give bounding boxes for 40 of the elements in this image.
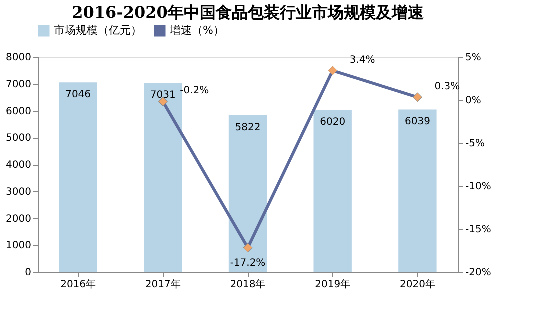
y-tick-label: 4000 — [6, 160, 32, 171]
y2-tick-label: -10% — [466, 182, 492, 192]
x-tick-label: 2020年 — [400, 278, 436, 290]
data-label: 5822 — [235, 122, 261, 134]
y-tick-label: 0 — [25, 268, 32, 278]
x-tick-label: 2019年 — [315, 278, 351, 290]
y-tick-label: 3000 — [6, 186, 32, 198]
y-tick-label: 7000 — [6, 79, 32, 90]
y2-tick-label: 5% — [466, 52, 482, 64]
x-tick-label: 2017年 — [145, 278, 181, 290]
y-tick-label: 6000 — [6, 106, 32, 118]
bar — [314, 110, 352, 272]
y-tick-label: 8000 — [6, 52, 32, 64]
legend-label: 增速（%） — [169, 24, 224, 37]
data-label: 7046 — [66, 90, 92, 101]
bar — [228, 116, 268, 272]
bar — [144, 83, 182, 272]
x-tick-label: 2018年 — [230, 278, 266, 290]
point — [243, 243, 253, 253]
data-label: 0.3% — [434, 81, 460, 92]
data-label: 6039 — [404, 116, 430, 128]
chart-title: 2016-2020年中国食品包装行业市场规模及增速 — [72, 3, 425, 22]
bar — [398, 110, 437, 272]
y2-tick-label: -20% — [466, 268, 492, 278]
y2-tick-label: -5% — [466, 138, 485, 150]
y2-tick-label: 0% — [466, 96, 482, 106]
y-tick-label: 1000 — [6, 240, 32, 252]
y-tick-label: 2000 — [6, 214, 32, 225]
y2-tick-label: -15% — [466, 224, 492, 236]
data-label: 7031 — [150, 90, 176, 102]
bar — [59, 82, 98, 272]
y-tick-label: 5000 — [6, 133, 32, 144]
data-label: 6020 — [320, 117, 346, 128]
data-label: 3.4% — [350, 54, 376, 66]
point — [328, 66, 338, 76]
data-label: -17.2% — [230, 258, 266, 269]
data-label: -0.2% — [180, 86, 210, 97]
x-tick-label: 2016年 — [60, 278, 96, 290]
point — [412, 92, 422, 102]
legend-label: 市场规模（亿元） — [54, 24, 142, 37]
